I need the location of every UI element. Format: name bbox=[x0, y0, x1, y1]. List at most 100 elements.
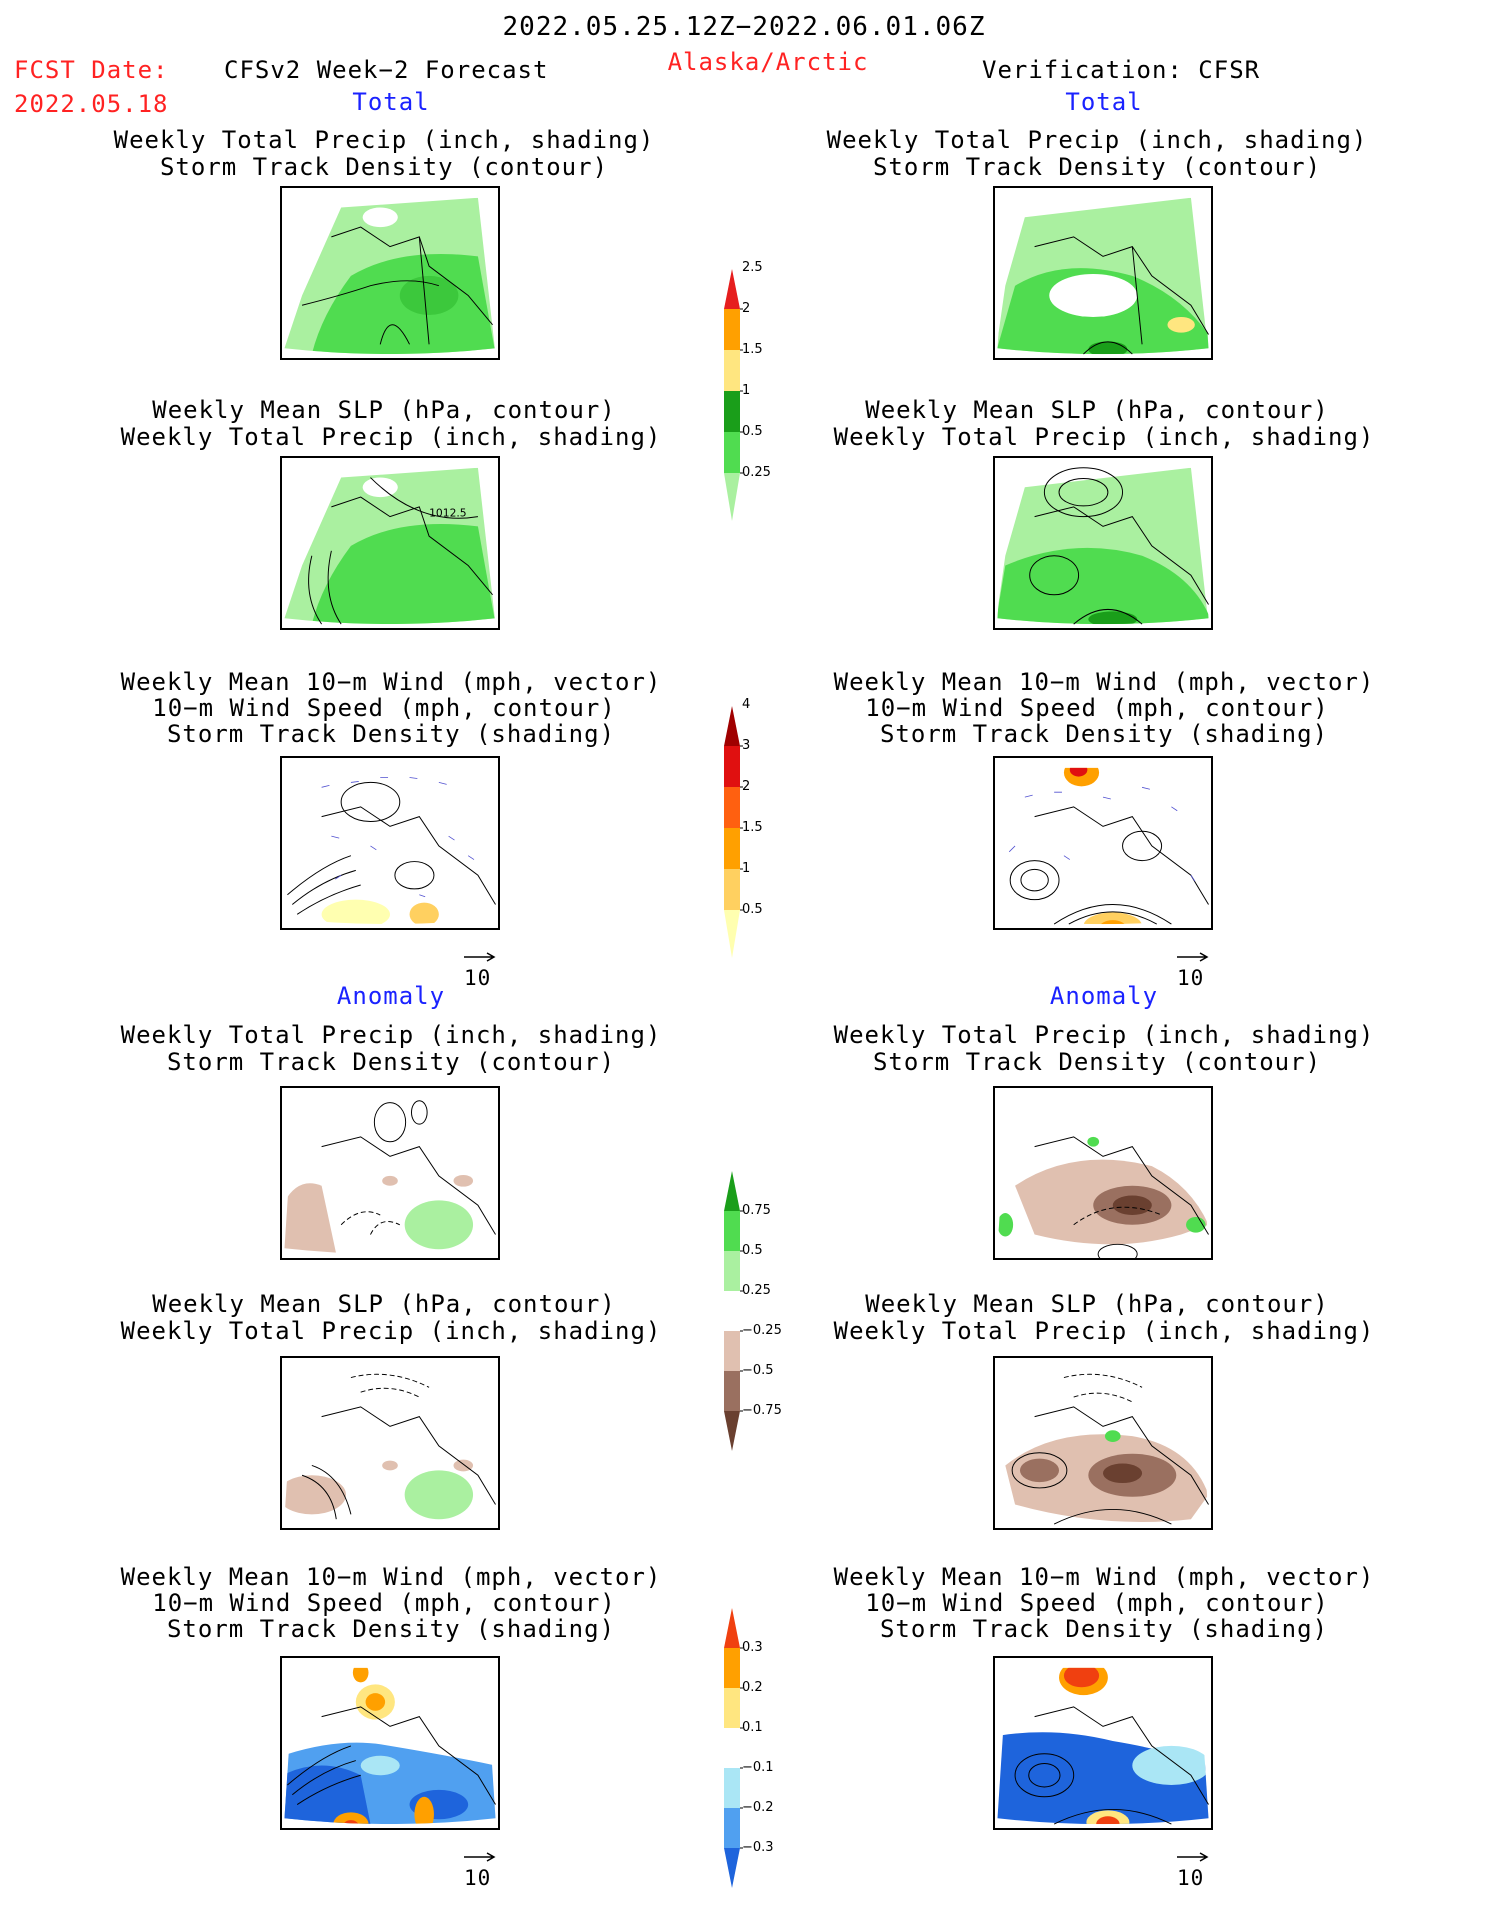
cb-anom-precip-swatch-2 bbox=[724, 1331, 740, 1371]
cb-anom-precip-tick-1: −0.5 bbox=[742, 1363, 774, 1378]
title-r1-left-1: Weekly Total Precip (inch, shading) bbox=[113, 126, 655, 154]
region-title: Alaska/Arctic bbox=[667, 48, 869, 76]
map-r4-verification-precip-anom bbox=[993, 1086, 1213, 1260]
cb-total-track-swatch-3 bbox=[724, 787, 740, 828]
title-r2-right-2: Weekly Total Precip (inch, shading) bbox=[833, 423, 1375, 451]
cb-total-track-tick-3: 2 bbox=[742, 779, 751, 794]
cb-total-precip-tick-1: 0.5 bbox=[742, 424, 763, 439]
vector-reference-arrow-r6-right bbox=[1177, 1852, 1209, 1862]
map-r6-forecast-wind-anom bbox=[280, 1656, 500, 1830]
cb-total-track-swatch-4 bbox=[724, 746, 740, 787]
cb-anom-precip-swatch-0 bbox=[724, 1411, 740, 1451]
cb-total-precip-tick-5: 2.5 bbox=[742, 260, 763, 275]
map-r5-forecast-slp-anom bbox=[280, 1356, 500, 1530]
cb-total-track-swatch-2 bbox=[724, 828, 740, 869]
cb-anom-precip-swatch-4 bbox=[724, 1251, 740, 1291]
title-r5-left-2: Weekly Total Precip (inch, shading) bbox=[120, 1317, 662, 1345]
title-r3-left-2: 10−m Wind Speed (mph, contour) bbox=[152, 694, 616, 722]
contour-label: 1012.5 bbox=[429, 507, 467, 520]
cb-total-precip-swatch-5 bbox=[724, 269, 740, 309]
section-total-right: Total bbox=[1065, 88, 1143, 116]
cb-anom-precip-tick-4: 0.5 bbox=[742, 1243, 763, 1258]
title-r2-right-1: Weekly Mean SLP (hPa, contour) bbox=[865, 396, 1329, 424]
title-r3-left-1: Weekly Mean 10−m Wind (mph, vector) bbox=[120, 668, 662, 696]
cb-anom-precip-tick-3: 0.25 bbox=[742, 1283, 771, 1298]
cb-total-track-tick-5: 4 bbox=[742, 697, 751, 712]
title-r1-right-1: Weekly Total Precip (inch, shading) bbox=[826, 126, 1368, 154]
cb-total-precip-tick-0: 0.25 bbox=[742, 465, 771, 480]
title-r6-right-3: Storm Track Density (shading) bbox=[879, 1615, 1329, 1643]
vector-reference-arrow-r6-left bbox=[464, 1852, 496, 1862]
cb-total-precip-tick-2: 1 bbox=[742, 383, 751, 398]
forecast-period: 2022.05.25.12Z−2022.06.01.06Z bbox=[502, 12, 986, 42]
map-r6-verification-wind-anom bbox=[993, 1656, 1213, 1830]
map-r3-verification-wind bbox=[993, 756, 1213, 930]
cb-anom-track-swatch-2 bbox=[724, 1768, 740, 1808]
vector-reference-arrow-r3-right bbox=[1177, 952, 1209, 962]
verification-title: Verification: CFSR bbox=[982, 56, 1261, 84]
fcst-date-value: 2022.05.18 bbox=[14, 90, 169, 118]
title-r6-right-1: Weekly Mean 10−m Wind (mph, vector) bbox=[833, 1563, 1375, 1591]
colorbar-anomaly-precip: −0.75 −0.5 −0.25 0.25 0.5 0.75 bbox=[724, 1171, 804, 1461]
cb-anom-precip-tick-5: 0.75 bbox=[742, 1203, 771, 1218]
cb-total-precip-swatch-4 bbox=[724, 309, 740, 350]
colorbar-total-precip: 0.25 0.5 1 1.5 2 2.5 bbox=[724, 260, 804, 523]
cb-anom-track-swatch-4 bbox=[724, 1688, 740, 1728]
cb-anom-precip-tick-2: −0.25 bbox=[742, 1323, 782, 1338]
cb-anom-track-tick-1: −0.2 bbox=[742, 1800, 774, 1815]
title-r3-right-2: 10−m Wind Speed (mph, contour) bbox=[865, 694, 1329, 722]
cb-total-track-tick-1: 1 bbox=[742, 861, 751, 876]
map-r1-forecast-precip bbox=[280, 186, 500, 360]
cb-anom-track-tick-3: 0.1 bbox=[742, 1720, 763, 1735]
colorbar-total-track: 0.5 1 1.5 2 3 4 bbox=[724, 697, 804, 960]
cb-total-precip-swatch-1 bbox=[724, 432, 740, 473]
cb-anom-track-swatch-5 bbox=[724, 1648, 740, 1688]
title-r3-left-3: Storm Track Density (shading) bbox=[166, 720, 616, 748]
section-anomaly-right: Anomaly bbox=[1049, 982, 1159, 1010]
title-r4-left-1: Weekly Total Precip (inch, shading) bbox=[120, 1021, 662, 1049]
title-r6-left-1: Weekly Mean 10−m Wind (mph, vector) bbox=[120, 1563, 662, 1591]
vector-reference-label-r6-left: 10 bbox=[464, 1866, 492, 1890]
map-r1-verification-precip bbox=[993, 186, 1213, 360]
cb-anom-track-tick-2: −0.1 bbox=[742, 1760, 774, 1775]
title-r1-left-2: Storm Track Density (contour) bbox=[159, 153, 609, 181]
cb-total-precip-swatch-2 bbox=[724, 391, 740, 432]
cb-anom-track-swatch-6 bbox=[724, 1608, 740, 1648]
title-r3-right-3: Storm Track Density (shading) bbox=[879, 720, 1329, 748]
cb-anom-precip-swatch-1 bbox=[724, 1371, 740, 1411]
cb-anom-track-tick-5: 0.3 bbox=[742, 1640, 763, 1655]
cb-total-precip-tick-4: 2 bbox=[742, 301, 751, 316]
title-r6-left-2: 10−m Wind Speed (mph, contour) bbox=[152, 1589, 616, 1617]
vector-reference-label-r3-left: 10 bbox=[464, 966, 492, 990]
cb-total-track-tick-0: 0.5 bbox=[742, 902, 763, 917]
title-r2-left-2: Weekly Total Precip (inch, shading) bbox=[120, 423, 662, 451]
title-r2-left-1: Weekly Mean SLP (hPa, contour) bbox=[152, 396, 616, 424]
cb-total-track-swatch-5 bbox=[724, 706, 740, 746]
title-r1-right-2: Storm Track Density (contour) bbox=[872, 153, 1322, 181]
forecast-title: CFSv2 Week−2 Forecast bbox=[224, 56, 549, 84]
map-r2-forecast-slp: 1012.5 bbox=[280, 456, 500, 630]
cb-total-track-swatch-1 bbox=[724, 869, 740, 910]
vector-reference-label-r3-right: 10 bbox=[1177, 966, 1205, 990]
cb-total-track-tick-2: 1.5 bbox=[742, 820, 763, 835]
section-total-left: Total bbox=[352, 88, 430, 116]
vector-reference-arrow-r3-left bbox=[464, 952, 496, 962]
title-r5-right-2: Weekly Total Precip (inch, shading) bbox=[833, 1317, 1375, 1345]
fcst-date-label: FCST Date: bbox=[14, 56, 169, 84]
cb-anom-precip-tick-0: −0.75 bbox=[742, 1403, 782, 1418]
map-r5-verification-slp-anom bbox=[993, 1356, 1213, 1530]
map-r4-forecast-precip-anom bbox=[280, 1086, 500, 1260]
cb-anom-track-swatch-3 bbox=[724, 1728, 740, 1768]
title-r5-right-1: Weekly Mean SLP (hPa, contour) bbox=[865, 1290, 1329, 1318]
section-anomaly-left: Anomaly bbox=[336, 982, 446, 1010]
map-r2-verification-slp bbox=[993, 456, 1213, 630]
cb-anom-track-tick-4: 0.2 bbox=[742, 1680, 763, 1695]
cb-total-track-swatch-0 bbox=[724, 910, 740, 958]
cb-total-precip-tick-3: 1.5 bbox=[742, 342, 763, 357]
cb-total-precip-swatch-0 bbox=[724, 473, 740, 521]
title-r4-right-1: Weekly Total Precip (inch, shading) bbox=[833, 1021, 1375, 1049]
cb-anom-track-swatch-0 bbox=[724, 1848, 740, 1888]
cb-anom-precip-swatch-3 bbox=[724, 1291, 740, 1331]
cb-anom-track-swatch-1 bbox=[724, 1808, 740, 1848]
cb-anom-precip-swatch-5 bbox=[724, 1211, 740, 1251]
